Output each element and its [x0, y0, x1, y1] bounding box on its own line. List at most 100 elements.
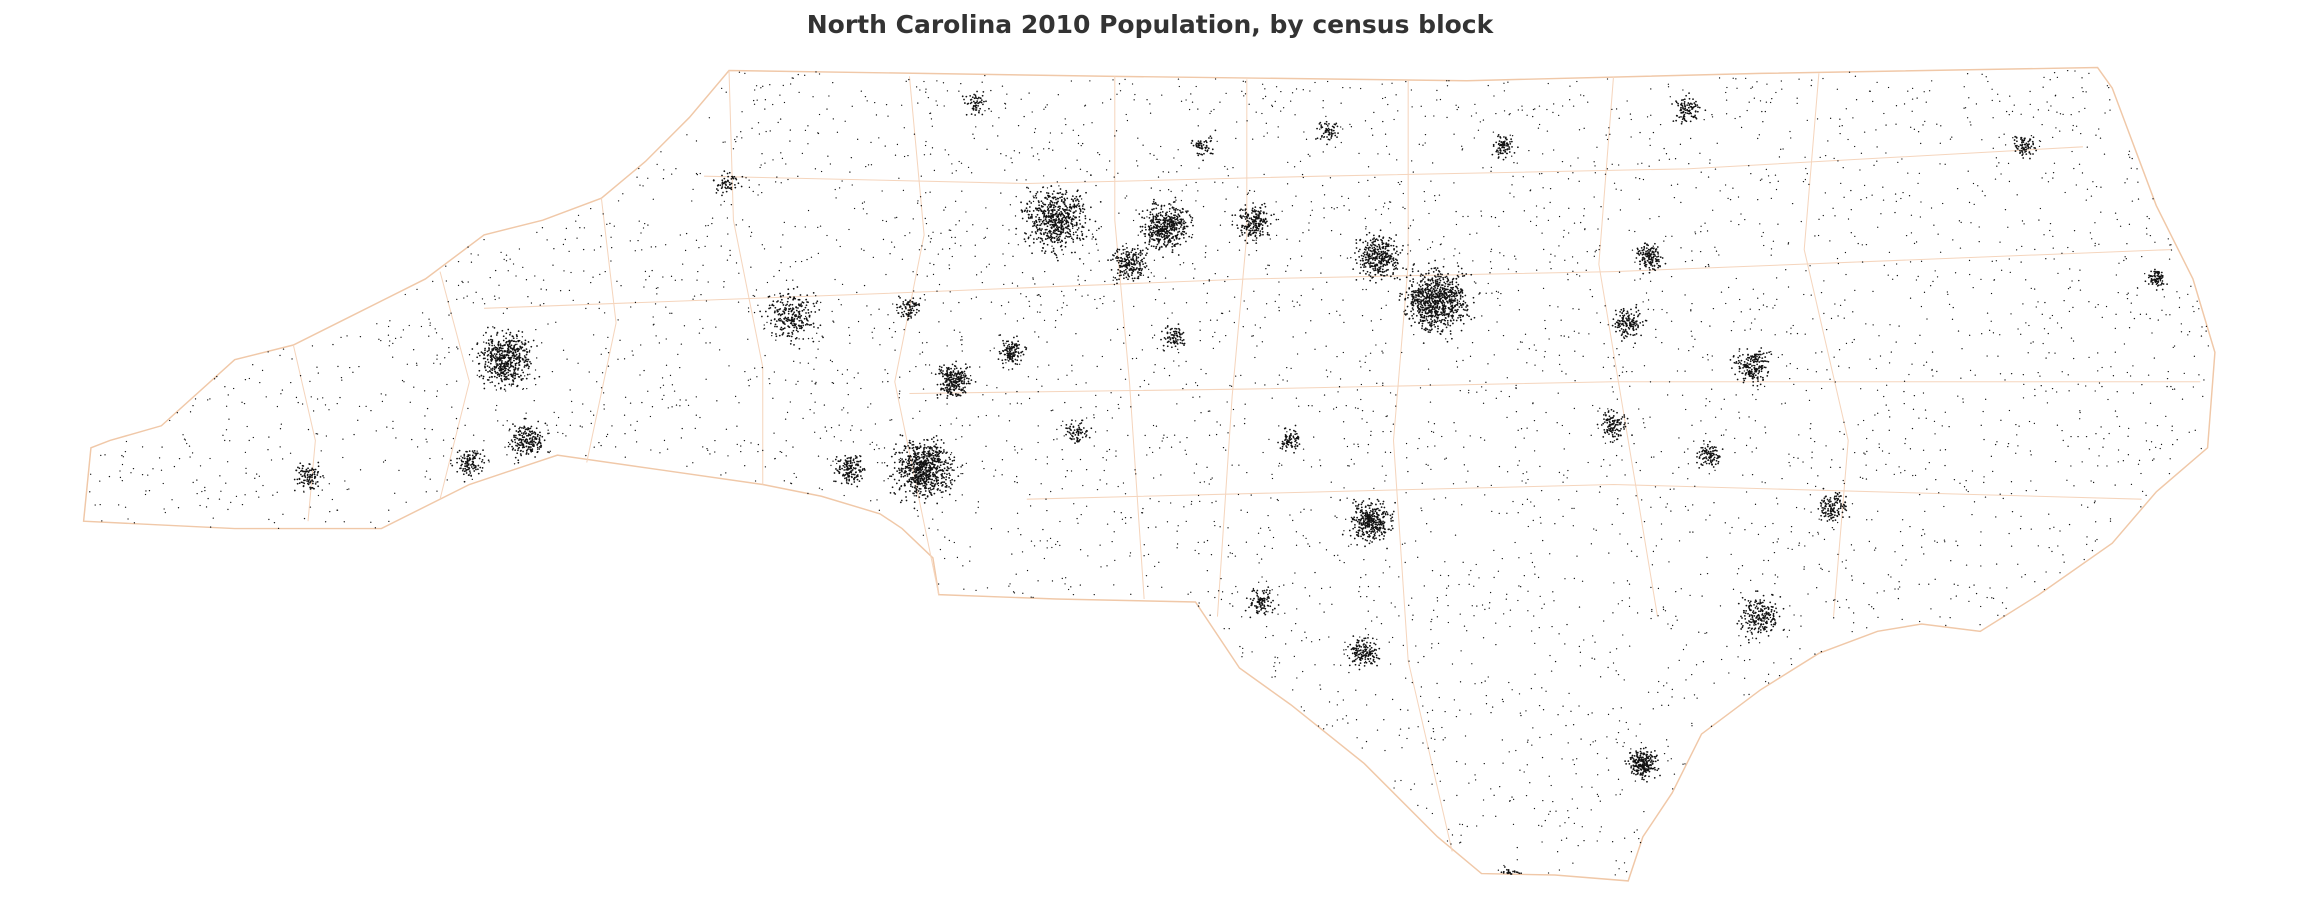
population-dot: [904, 234, 906, 237]
population-dot: [1330, 481, 1332, 483]
population-dot: [841, 409, 843, 411]
population-dot: [832, 382, 835, 385]
population-dot: [1296, 608, 1298, 610]
population-dot: [899, 376, 901, 378]
population-dot: [1841, 125, 1843, 127]
population-dot: [220, 490, 222, 492]
population-dot: [1705, 519, 1707, 521]
population-dot: [675, 404, 678, 406]
population-dot: [807, 362, 810, 364]
population-dot: [1251, 651, 1253, 653]
population-dot: [1568, 692, 1570, 695]
population-dot: [824, 426, 826, 428]
population-dot: [761, 153, 763, 155]
population-dot: [336, 402, 338, 405]
population-dot: [1433, 609, 1435, 611]
population-dot: [915, 86, 918, 88]
population-dot: [1113, 283, 1116, 286]
population-dot: [1056, 540, 1059, 543]
population-dot: [1162, 437, 1164, 439]
population-dot: [613, 225, 615, 227]
population-dot: [943, 209, 945, 211]
population-dot: [1097, 249, 1099, 251]
population-dot: [516, 350, 519, 353]
population-dot: [1771, 98, 1773, 100]
population-dot: [1395, 394, 1397, 396]
population-dot: [1612, 708, 1614, 710]
population-dot: [1872, 290, 1874, 293]
population-dot: [1193, 472, 1195, 474]
population-dot: [1072, 593, 1075, 596]
population-dot: [1008, 229, 1010, 231]
population-dot: [2052, 171, 2055, 174]
population-dot: [1268, 527, 1270, 529]
population-dot: [1622, 366, 1624, 368]
population-dot: [2107, 398, 2109, 401]
population-dot: [1216, 140, 1218, 143]
population-dot: [493, 295, 496, 297]
population-dot: [1360, 398, 1362, 401]
population-dot: [547, 429, 549, 431]
population-dot: [734, 395, 737, 398]
population-dot: [1307, 543, 1309, 545]
population-dot: [1444, 458, 1446, 460]
population-dot: [1536, 216, 1538, 218]
population-dot: [1688, 163, 1690, 165]
population-dot: [1119, 90, 1122, 92]
population-dot: [1745, 491, 1748, 493]
population-dot: [977, 506, 979, 509]
population-dot: [1172, 288, 1174, 290]
population-dot: [1470, 569, 1472, 572]
population-dot: [950, 310, 952, 312]
population-dot: [1598, 248, 1600, 251]
population-dot: [1079, 549, 1082, 551]
population-dot: [1124, 248, 1126, 251]
population-dot: [315, 481, 317, 483]
population-dot: [502, 335, 505, 338]
population-dot: [1215, 500, 1217, 502]
population-dot: [428, 335, 430, 337]
population-dot: [1942, 202, 1944, 205]
population-dot: [507, 340, 510, 343]
population-dot: [461, 280, 463, 283]
population-dot: [1628, 229, 1630, 232]
population-dot: [644, 222, 646, 225]
population-dot: [1125, 113, 1127, 116]
population-dot: [344, 480, 346, 482]
population-dot: [1353, 463, 1355, 465]
population-dot: [493, 344, 495, 347]
population-dot: [1142, 507, 1144, 510]
population-dot: [420, 325, 423, 328]
population-dot: [829, 163, 832, 165]
population-dot: [775, 181, 777, 183]
population-dot: [1412, 219, 1414, 221]
population-dot: [1852, 117, 1854, 119]
population-dot: [1221, 312, 1224, 315]
population-dot: [2061, 429, 2063, 432]
population-dot: [1050, 409, 1052, 412]
population-dot: [1518, 309, 1521, 311]
population-dot: [477, 352, 480, 355]
population-dot: [1548, 338, 1550, 340]
population-dot: [989, 350, 991, 352]
population-dot: [290, 381, 292, 384]
population-dot: [2045, 172, 2047, 174]
population-dot: [1323, 611, 1325, 613]
population-dot: [1423, 585, 1425, 587]
population-dot: [1618, 271, 1621, 273]
population-dot: [1071, 364, 1073, 366]
population-dot: [866, 305, 868, 307]
population-dot: [1911, 110, 1913, 112]
population-dot: [1268, 438, 1270, 441]
population-dot: [1233, 321, 1236, 324]
population-dot: [1751, 637, 1754, 639]
population-dot: [1433, 115, 1435, 117]
population-dot: [2137, 181, 2139, 183]
population-dot: [1366, 596, 1368, 598]
population-dot: [2068, 310, 2071, 313]
population-dot: [932, 231, 934, 233]
population-dot: [2145, 440, 2148, 442]
population-dot: [1071, 370, 1073, 372]
population-dot: [1142, 274, 1145, 276]
population-dot: [762, 449, 764, 452]
